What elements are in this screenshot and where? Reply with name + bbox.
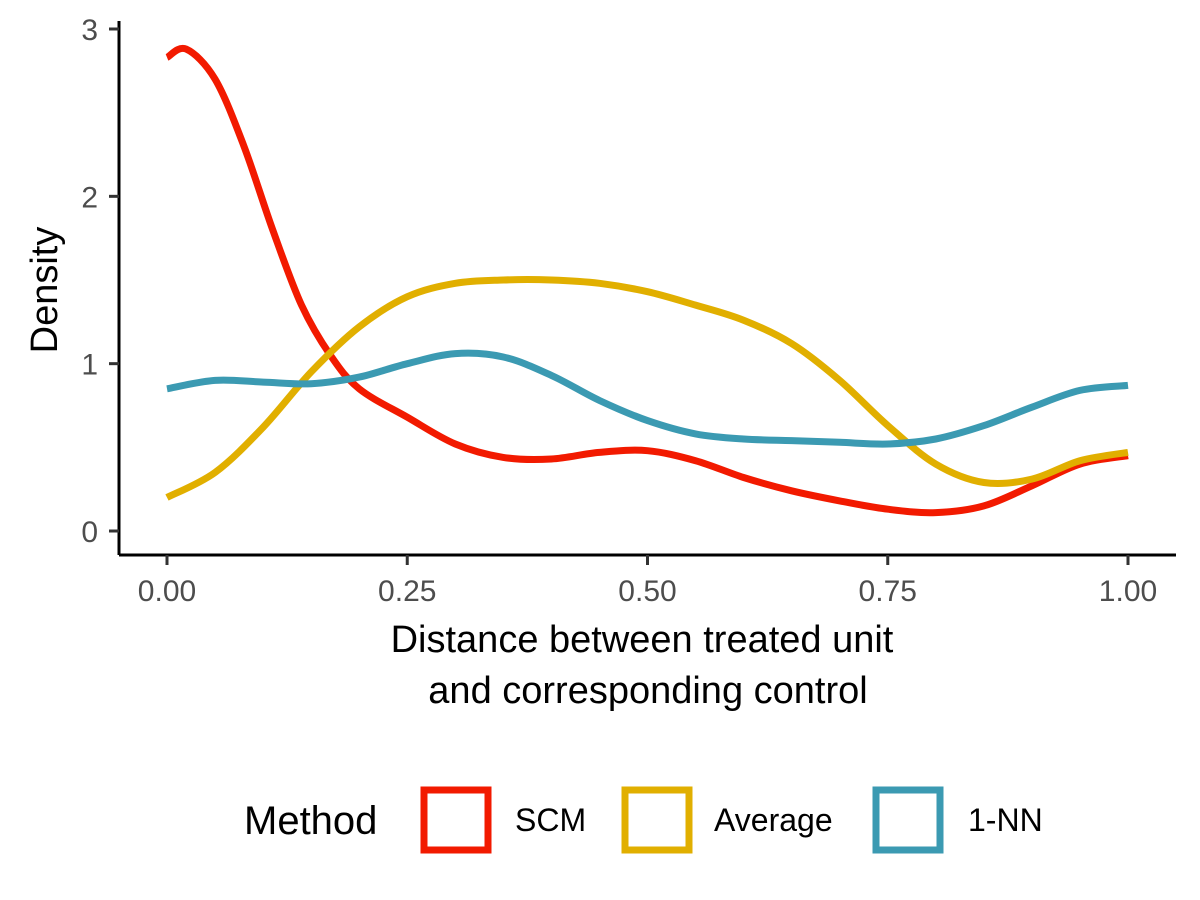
y-tick-label: 3 [81,14,98,47]
x-axis-ticks: 0.00 0.25 0.50 0.75 1.00 [138,555,1157,608]
x-axis-title-line-1: Distance between treated unit [391,619,894,661]
legend-key-scm [420,786,492,854]
plot-lines [165,44,1129,517]
legend-label-scm: SCM [515,802,586,838]
series-line-average [165,276,1129,501]
y-tick-label: 0 [81,516,98,549]
y-tick-label: 2 [81,181,98,214]
legend-key-average [621,786,693,854]
legend-label-average: Average [714,802,833,838]
x-tick-label: 1.00 [1099,575,1157,608]
y-tick-label: 1 [81,349,98,382]
legend: Method SCM Average 1-NN [244,786,1043,854]
x-tick-label: 0.00 [138,575,196,608]
x-tick-label: 0.75 [859,575,917,608]
series-line-1-nn [166,349,1129,448]
legend-label-1-nn: 1-NN [968,802,1043,838]
legend-title: Method [244,799,377,843]
series-line-scm [165,44,1129,517]
x-tick-label: 0.25 [378,575,436,608]
x-axis-title-line-2: and corresponding control [428,670,867,712]
y-axis-title: Density [24,227,66,354]
y-axis-ticks: 0 1 2 3 [81,14,119,549]
legend-key-1-nn [872,786,944,854]
x-tick-label: 0.50 [618,575,676,608]
